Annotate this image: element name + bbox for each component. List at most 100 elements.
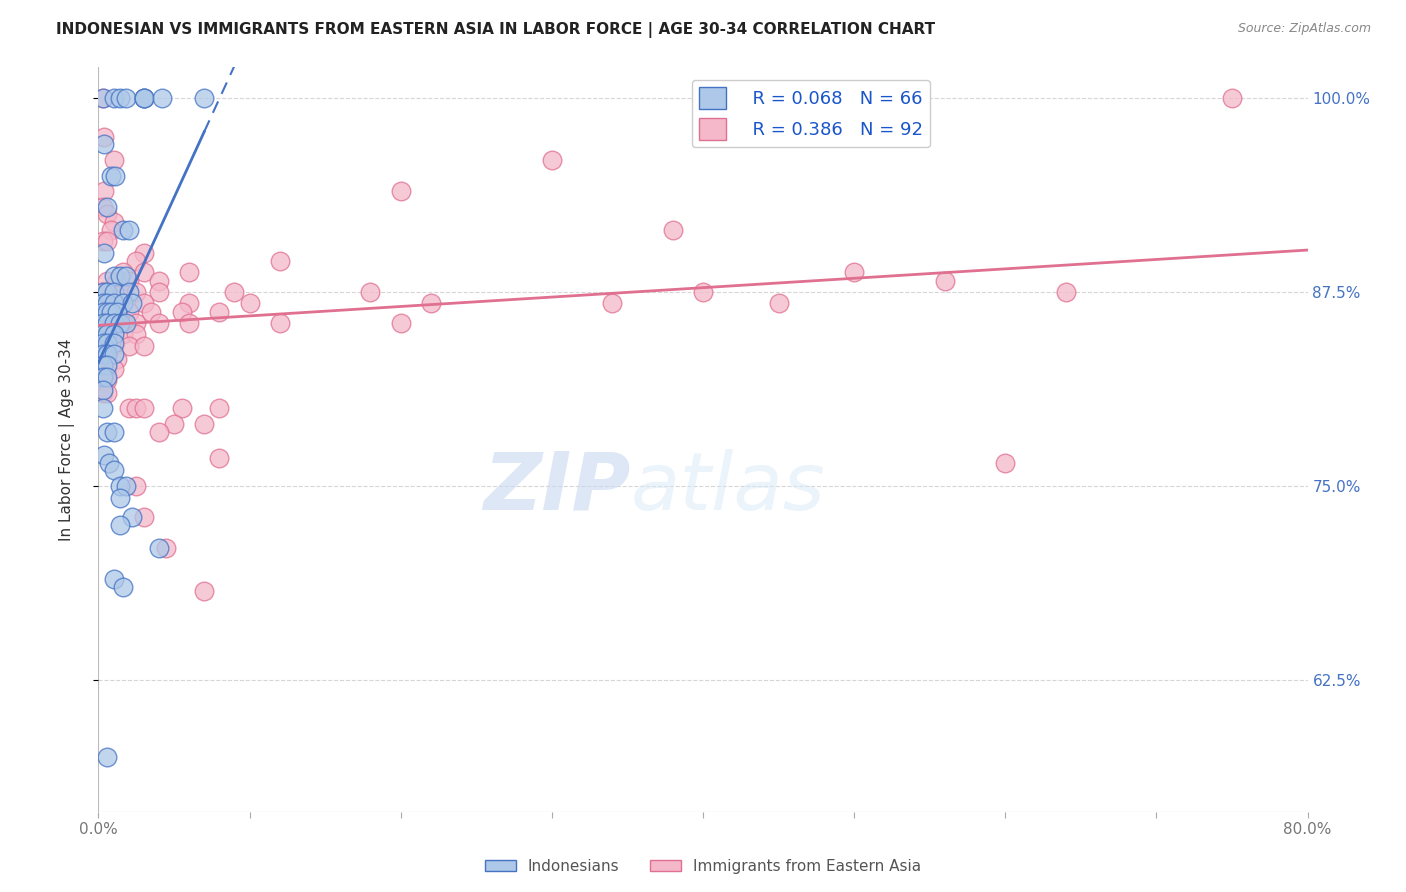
Point (125, 285, 148, 299)
Point (91, 347, 114, 361)
Text: ZIP: ZIP (484, 449, 630, 526)
Point (132, 339, 155, 353)
Point (103, 326, 125, 341)
Point (118, 285, 141, 299)
Point (179, 316, 201, 330)
Point (111, 580, 134, 594)
Point (132, 91, 155, 105)
Point (111, 223, 134, 237)
Point (118, 274, 141, 288)
Point (934, 274, 956, 288)
Point (360, 285, 382, 299)
Point (100, 285, 122, 299)
Point (103, 425, 125, 439)
Point (96, 234, 118, 248)
Point (91, 326, 114, 341)
Point (148, 285, 170, 299)
Point (108, 491, 131, 506)
Text: atlas: atlas (630, 449, 825, 526)
Point (91, 351, 114, 366)
Point (91, 316, 114, 330)
Point (114, 479, 136, 493)
Point (96, 305, 118, 319)
Point (768, 295, 790, 310)
Point (132, 246, 155, 260)
Point (148, 316, 170, 330)
Point (208, 305, 231, 319)
Point (105, 351, 128, 366)
Point (91, 285, 114, 299)
Point (91, 91, 114, 105)
Point (132, 91, 155, 105)
Point (91, 385, 114, 400)
Point (111, 326, 134, 341)
Point (100, 295, 122, 310)
Point (150, 91, 173, 105)
Point (103, 339, 125, 353)
Point (96, 347, 118, 361)
Point (118, 401, 141, 416)
Point (100, 223, 122, 237)
Point (91, 285, 114, 299)
Point (132, 91, 155, 105)
Point (103, 295, 125, 310)
Point (93, 448, 115, 462)
Point (661, 223, 683, 237)
Point (132, 401, 155, 416)
Point (93, 184, 115, 198)
Point (602, 295, 624, 310)
Point (208, 450, 231, 465)
Point (121, 295, 143, 310)
Point (103, 572, 125, 586)
Text: INDONESIAN VS IMMIGRANTS FROM EASTERN ASIA IN LABOR FORCE | AGE 30-34 CORRELATIO: INDONESIAN VS IMMIGRANTS FROM EASTERN AS… (56, 22, 935, 38)
Point (91, 91, 114, 105)
Point (111, 265, 134, 279)
Point (125, 253, 148, 268)
Point (91, 370, 114, 384)
Point (269, 316, 291, 330)
Point (96, 339, 118, 353)
Point (193, 417, 215, 431)
Point (125, 316, 148, 330)
Point (91, 316, 114, 330)
Point (96, 305, 118, 319)
Point (103, 326, 125, 341)
Point (103, 463, 125, 477)
Point (96, 207, 118, 221)
Point (193, 91, 215, 105)
Point (108, 269, 131, 284)
Point (91, 295, 114, 310)
Point (111, 295, 134, 310)
Point (163, 417, 186, 431)
Point (132, 295, 155, 310)
Point (193, 584, 215, 599)
Point (118, 223, 141, 237)
Point (224, 285, 246, 299)
Point (103, 285, 125, 299)
Point (103, 269, 125, 284)
Point (100, 169, 122, 183)
Point (148, 425, 170, 439)
Point (179, 265, 201, 279)
Point (91, 234, 114, 248)
Point (96, 316, 118, 330)
Point (170, 305, 193, 319)
Point (269, 253, 291, 268)
Point (179, 295, 201, 310)
Point (91, 305, 114, 319)
Point (103, 215, 125, 229)
Point (91, 401, 114, 416)
Point (96, 326, 118, 341)
Point (114, 316, 136, 330)
Point (105, 305, 128, 319)
Legend: Indonesians, Immigrants from Eastern Asia: Indonesians, Immigrants from Eastern Asi… (479, 853, 927, 880)
Point (96, 370, 118, 384)
Point (844, 265, 866, 279)
Point (96, 326, 118, 341)
Point (111, 285, 134, 299)
Point (125, 401, 148, 416)
Point (420, 295, 443, 310)
Point (125, 326, 148, 341)
Point (692, 285, 714, 299)
Point (91, 336, 114, 351)
